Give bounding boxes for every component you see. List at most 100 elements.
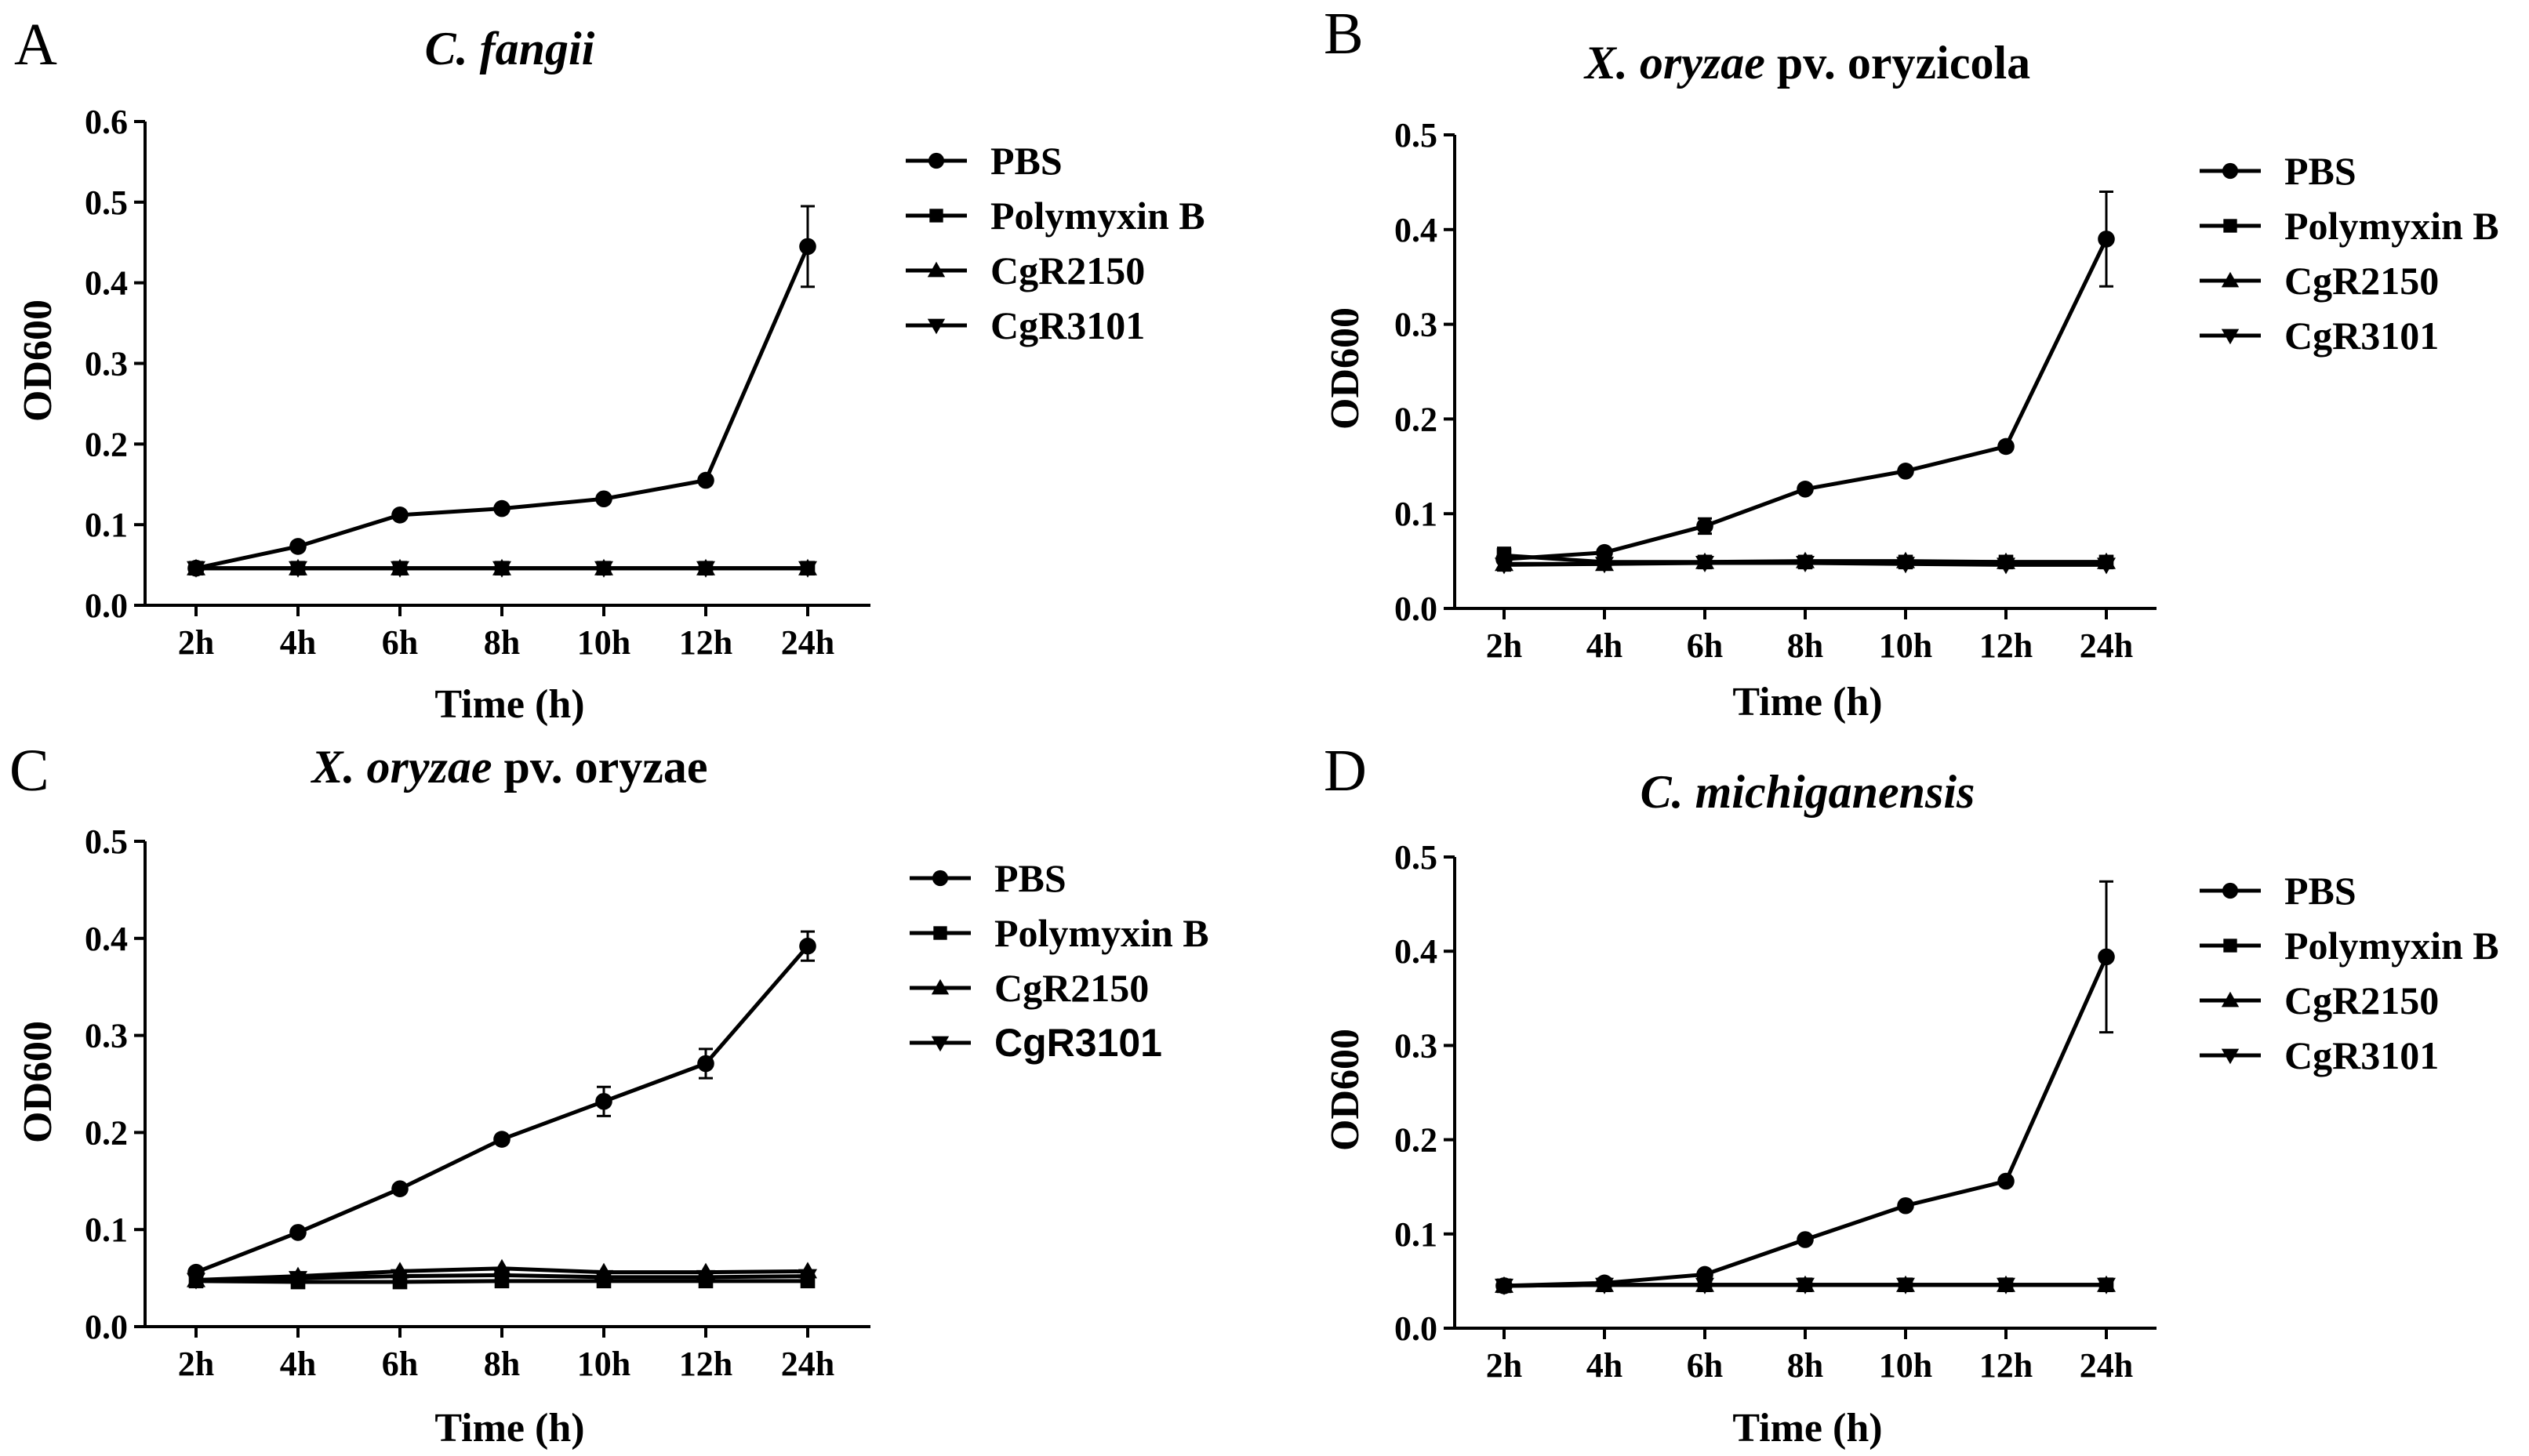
data-point [1797,554,1813,570]
panel-letter: B [1324,1,1364,67]
x-axis-label: Time (h) [434,682,584,727]
y-axis-label: OD600 [1323,1029,1368,1151]
data-point [1897,1196,1914,1215]
series-pbs [187,930,816,1281]
y-tick-label: 0.1 [1394,495,1437,533]
legend-label: PBS [994,856,1066,900]
legend-entry: CgR2150 [910,966,1149,1010]
legend-entry: CgR3101 [906,303,1145,347]
data-point [595,490,612,508]
y-tick-label: 0.0 [85,586,128,625]
data-point [596,561,612,576]
legend-marker [2222,162,2239,180]
data-point [596,1273,612,1289]
y-tick-label: 0.3 [85,345,128,383]
legend-label: CgR2150 [994,966,1149,1010]
legend-label: CgR2150 [2284,979,2439,1022]
legend: PBS Polymyxin B CgR2150 CgR3101 [2200,149,2499,358]
data-point [697,471,714,489]
x-tick-label: 24h [2080,626,2133,665]
legend-label: CgR3101 [2284,1033,2439,1077]
x-tick-label: 2h [178,1345,214,1383]
y-tick-label: 0.0 [1394,590,1437,628]
legend-label: CgR2150 [990,249,1145,292]
legend-marker [932,870,949,887]
x-tick-label: 24h [781,1345,834,1383]
data-point [392,1274,408,1290]
data-point [289,1224,307,1241]
y-axis-label: OD600 [16,300,60,422]
x-tick-label: 8h [484,1345,520,1383]
x-tick-label: 24h [2080,1346,2133,1385]
data-point [290,561,306,576]
data-point [1797,1277,1813,1293]
legend-label: CgR2150 [2284,259,2439,303]
data-point [1997,438,2015,456]
legend-marker [2221,991,2240,1008]
legend-entry: Polymyxin B [906,194,1205,238]
legend-label: PBS [990,139,1063,183]
legend-marker [927,318,946,335]
legend-entry: PBS [2200,869,2356,913]
chart-title: C. michiganensis [1641,766,1975,818]
x-tick-label: 12h [1979,1346,2033,1385]
x-tick-label: 24h [781,623,834,662]
x-tick-label: 4h [280,623,316,662]
data-point [1797,1231,1814,1248]
data-point [494,1273,510,1289]
y-tick-label: 0.2 [85,1113,128,1152]
legend-entry: Polymyxin B [2200,204,2499,248]
legend-label: Polymyxin B [990,194,1205,238]
legend-entry: PBS [906,139,1063,183]
data-point [1998,1277,2014,1293]
panel-letter: A [14,12,57,78]
series-pbs [187,205,816,577]
x-tick-label: 6h [1687,626,1723,665]
legend-label: CgR3101 [994,1021,1162,1065]
series-pbs [1495,880,2115,1294]
plot-area: 0.0 0.1 0.2 0.3 0.4 0.5 0.6 2h 4h 6h 8h 10h 12h 24h [85,103,870,662]
y-tick-label: 0.0 [1394,1309,1437,1348]
data-point [289,538,307,555]
x-tick-label: 8h [1787,626,1823,665]
data-point [1495,1277,1513,1294]
legend-marker [929,209,943,223]
legend-marker [931,1036,950,1052]
series-pbs [1495,190,2115,572]
y-tick-label: 0.0 [85,1308,128,1346]
data-point [800,561,816,576]
data-point [187,559,205,577]
y-tick-label: 0.4 [1394,932,1437,971]
data-point [492,1258,511,1276]
chart-title: X. oryzae pv. oryzae [311,741,708,793]
legend-marker [2221,271,2240,288]
legend-label: Polymyxin B [2284,924,2499,968]
y-tick-label: 0.4 [85,920,128,958]
x-tick-label: 12h [679,623,732,662]
y-tick-label: 0.1 [85,506,128,544]
data-point [494,561,510,576]
data-point [1997,1172,2015,1190]
legend-marker [2221,329,2240,345]
x-tick-label: 12h [1979,626,2033,665]
legend: PBS Polymyxin B CgR2150 CgR3101 [2200,869,2499,1077]
x-tick-label: 8h [1787,1346,1823,1385]
x-tick-label: 6h [1687,1346,1723,1385]
y-tick-label: 0.5 [1394,116,1437,154]
legend-label: PBS [2284,869,2356,913]
data-point [2098,1277,2114,1293]
data-point [1596,543,1613,561]
data-point [391,1180,409,1198]
data-point [800,1273,816,1289]
legend-entry: CgR2150 [906,249,1145,292]
legend-entry: CgR3101 [910,1021,1162,1065]
legend-marker [2222,882,2239,899]
panel-letter: C [9,738,49,804]
legend-label: PBS [2284,149,2356,193]
y-axis-label: OD600 [16,1021,60,1143]
data-point [595,1092,612,1110]
x-tick-label: 10h [577,623,630,662]
data-point [290,1274,306,1290]
data-point [493,1131,511,1148]
